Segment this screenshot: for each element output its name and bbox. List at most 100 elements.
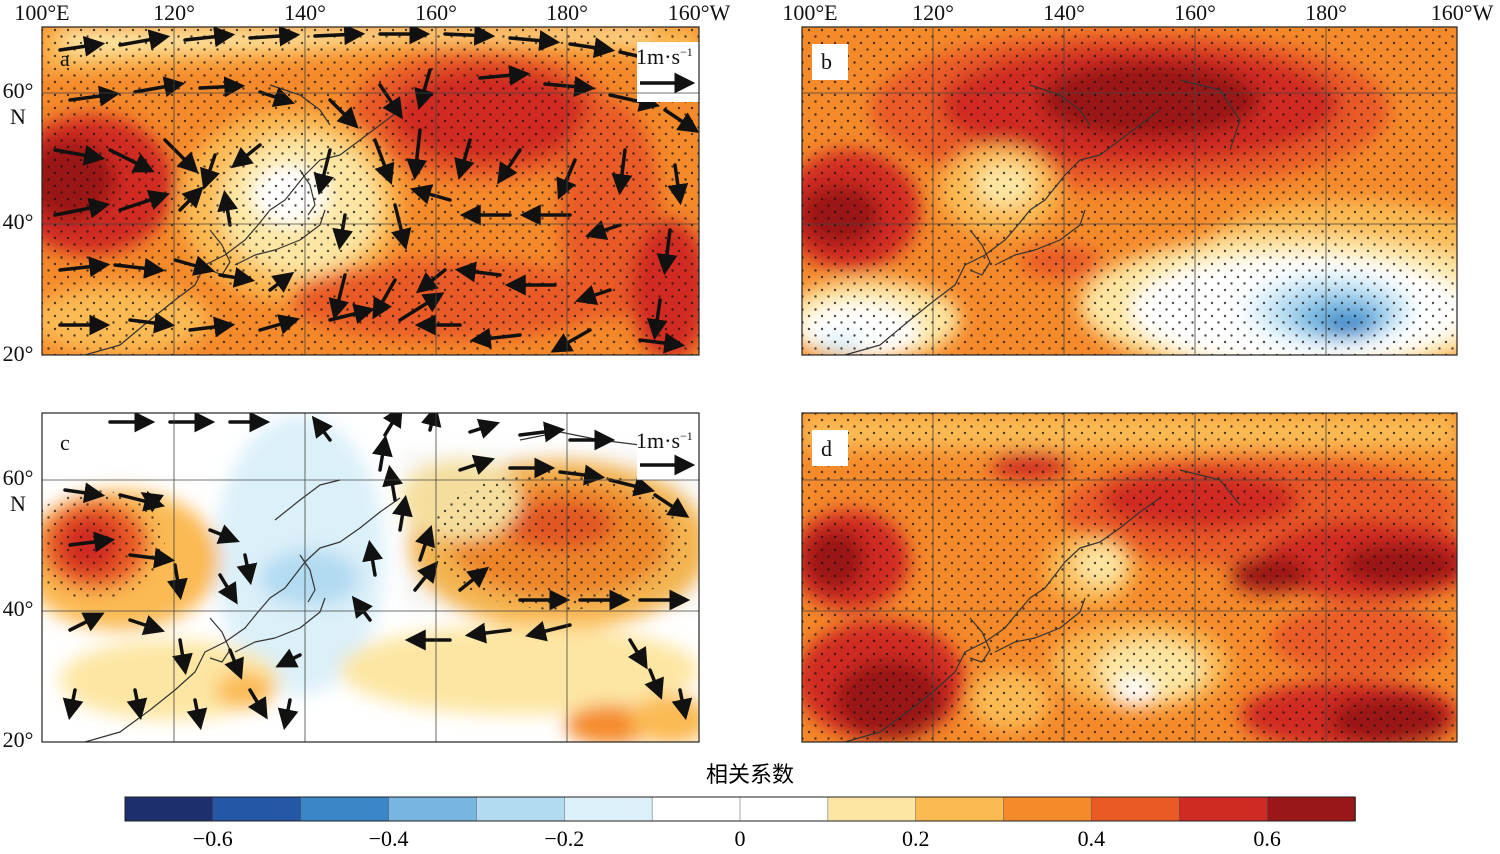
lon-tick-160: 160°: [1174, 0, 1216, 25]
colorbar-swatch: [212, 796, 302, 822]
wind-vector-arrow: [200, 153, 220, 190]
lon-tick-180: 180°: [1305, 0, 1347, 25]
wind-vector-arrow: [468, 418, 501, 439]
wind-vector-arrow: [208, 524, 240, 544]
colorbar-swatch: [827, 796, 917, 822]
panel-b-label: b: [821, 49, 832, 74]
panel-a: a 1m·s−1: [41, 26, 700, 356]
panel-a-label: a: [60, 46, 70, 71]
colorbar-tick-label: 0: [735, 826, 746, 849]
wind-vector-arrow: [63, 482, 106, 504]
colorbar-swatch: [1091, 796, 1181, 822]
wind-vector-arrow: [663, 108, 699, 133]
panel-a-ref-label: 1m·s−1: [636, 44, 693, 69]
colorbar-swatch: [476, 796, 566, 822]
colorbar-tick-label: 0.2: [902, 826, 930, 849]
wind-vector-arrow: [413, 560, 439, 592]
wind-vector-arrow: [258, 87, 295, 107]
colorbar-swatch: [564, 796, 653, 822]
wind-vector-arrow: [550, 328, 592, 353]
wind-vector-arrow: [275, 648, 302, 668]
wind-vector-arrow: [398, 292, 445, 322]
wind-vector-arrow: [638, 332, 686, 354]
wind-vector-arrow: [328, 98, 359, 129]
colorbar-title: 相关系数: [706, 763, 794, 788]
lon-tick-120: 120°: [912, 0, 954, 25]
lat-tick-60: 60°: [3, 78, 34, 103]
lon-tick-100e: 100°E: [14, 0, 69, 25]
wind-vector-arrow: [128, 547, 176, 569]
colorbar-tick-label: 0.6: [1253, 826, 1281, 849]
wind-vector-arrow: [128, 615, 165, 635]
lon-labels-right: 100°E 120° 140° 160° 180° 160°W: [782, 0, 1493, 25]
panel-c-wind-vectors: [62, 413, 693, 731]
wind-vector-arrow: [108, 148, 155, 173]
wind-vector-arrow: [173, 255, 216, 276]
wind-vector-arrow: [443, 27, 496, 46]
wind-vector-arrow: [508, 30, 561, 52]
colorbar-tick-label: −0.2: [544, 826, 584, 849]
wind-vector-arrow: [68, 85, 121, 107]
wind-vector-arrow: [575, 285, 612, 305]
wind-vector-arrow: [608, 475, 656, 497]
wind-vector-arrow: [585, 220, 622, 240]
wind-vector-arrow: [543, 76, 596, 98]
wind-vector-arrow: [53, 197, 111, 219]
colorbar-swatch: [651, 796, 741, 822]
wind-vector-arrow: [248, 27, 301, 47]
wind-vector-arrow: [406, 128, 428, 181]
wind-vector-arrow: [415, 268, 447, 294]
colorbar-swatch: [739, 796, 829, 822]
colorbar-swatch: [1266, 796, 1356, 822]
wind-vector-arrow: [218, 267, 256, 288]
wind-vector-arrow: [390, 203, 412, 251]
wind-vector-arrow: [653, 493, 690, 518]
lat-tick-60: 60°: [3, 465, 34, 490]
wind-vector-arrow: [524, 620, 572, 642]
lon-tick-100e: 100°E: [782, 0, 837, 25]
wind-vector-arrow: [230, 143, 262, 169]
lon-tick-160w: 160°W: [668, 0, 731, 25]
wind-vector-arrow: [627, 638, 648, 670]
wind-vector-arrow: [186, 698, 208, 731]
wind-vector-arrow: [133, 76, 186, 98]
colorbar: 相关系数 −0.6 −0.4 −0.2 0 0.2 0.4 0.6: [124, 763, 1356, 851]
wind-vector-arrow: [247, 688, 268, 720]
wind-vector-arrow: [178, 186, 204, 212]
wind-vector-arrow: [608, 91, 661, 112]
lon-tick-140: 140°: [284, 0, 326, 25]
wind-vector-arrow: [518, 421, 566, 443]
wind-vector-arrow: [118, 190, 170, 212]
wind-vector-arrow: [644, 668, 664, 700]
colorbar-ticks: −0.6 −0.4 −0.2 0 0.2 0.4 0.6: [193, 826, 1281, 851]
wind-vector-arrow: [409, 184, 452, 205]
wind-vector-arrow: [217, 573, 238, 605]
lat-labels-bottom: 60° N 40° 20°: [3, 465, 34, 752]
wind-vector-arrow: [224, 648, 244, 680]
wind-vector-arrow: [464, 622, 512, 644]
wind-vector-arrow: [392, 494, 413, 532]
wind-vector-arrow: [58, 35, 106, 57]
lat-tick-n: N: [10, 491, 26, 516]
lon-tick-160: 160°: [415, 0, 457, 25]
panel-d-field: [802, 413, 1457, 742]
wind-vector-arrow: [128, 312, 176, 334]
wind-vector-arrow: [188, 316, 236, 338]
wind-vector-arrow: [458, 455, 495, 475]
lat-labels-top: 60° N 40° 20°: [3, 78, 34, 366]
wind-vector-arrow: [313, 27, 366, 46]
colorbar-swatch: [915, 796, 1005, 822]
wind-vector-arrow: [671, 688, 693, 721]
wind-vector-arrow: [118, 29, 171, 51]
wind-vector-arrow: [372, 278, 397, 320]
wind-vector-arrow: [198, 76, 246, 98]
panel-a-field: [42, 27, 699, 355]
wind-vector-arrow: [167, 563, 188, 601]
wind-vector-arrow: [373, 138, 395, 185]
wind-vector-arrow: [313, 148, 335, 196]
wind-vector-arrow: [469, 327, 522, 349]
wind-vector-arrow: [568, 37, 616, 59]
colorbar-swatch: [388, 796, 478, 822]
lon-tick-160w: 160°W: [1431, 0, 1494, 25]
